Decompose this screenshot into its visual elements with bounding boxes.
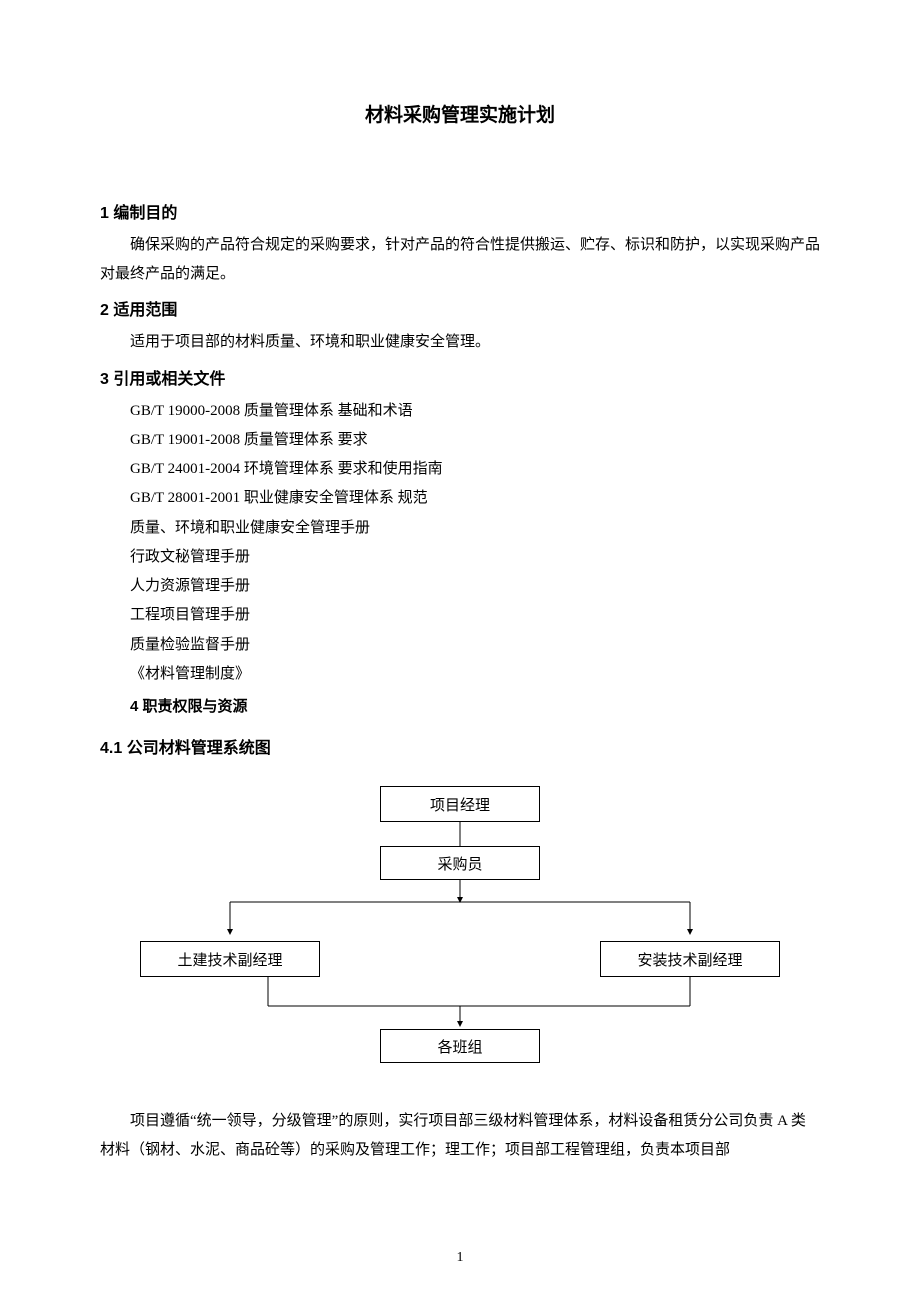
ref-item: 质量、环境和职业健康安全管理手册: [100, 514, 820, 543]
ref-item: 《材料管理制度》: [100, 660, 820, 689]
ref-item: 人力资源管理手册: [100, 572, 820, 601]
page-number: 1: [0, 1250, 920, 1266]
section-2-head: 2 适用范围: [100, 296, 820, 320]
flowchart-node-civ: 土建技术副经理: [140, 941, 320, 977]
flowchart-node-pm: 项目经理: [380, 786, 540, 822]
section-2-para: 适用于项目部的材料质量、环境和职业健康安全管理。: [100, 328, 820, 357]
bottom-para: 项目遵循“统一领导，分级管理”的原则，实行项目部三级材料管理体系，材料设备租赁分…: [100, 1107, 820, 1164]
ref-item: GB/T 24001-2004 环境管理体系 要求和使用指南: [100, 455, 820, 484]
flowchart-node-team: 各班组: [380, 1029, 540, 1063]
section-4-1-head: 4.1 公司材料管理系统图: [100, 734, 820, 758]
ref-item: GB/T 19000-2008 质量管理体系 基础和术语: [100, 397, 820, 426]
section-3-head: 3 引用或相关文件: [100, 365, 820, 389]
ref-item: 质量检验监督手册: [100, 631, 820, 660]
flowchart-node-ins: 安装技术副经理: [600, 941, 780, 977]
flowchart-node-buy: 采购员: [380, 846, 540, 880]
section-1-head: 1 编制目的: [100, 199, 820, 223]
section-1-para: 确保采购的产品符合规定的采购要求，针对产品的符合性提供搬运、贮存、标识和防护，以…: [100, 231, 820, 288]
ref-item: GB/T 19001-2008 质量管理体系 要求: [100, 426, 820, 455]
ref-item: 行政文秘管理手册: [100, 543, 820, 572]
section-4-head: 4 职责权限与资源: [100, 695, 820, 716]
ref-item: GB/T 28001-2001 职业健康安全管理体系 规范: [100, 484, 820, 513]
doc-title: 材料采购管理实施计划: [100, 100, 820, 127]
ref-item: 工程项目管理手册: [100, 601, 820, 630]
org-flowchart: 项目经理采购员土建技术副经理 安装技术副经理各班组: [100, 786, 820, 1081]
